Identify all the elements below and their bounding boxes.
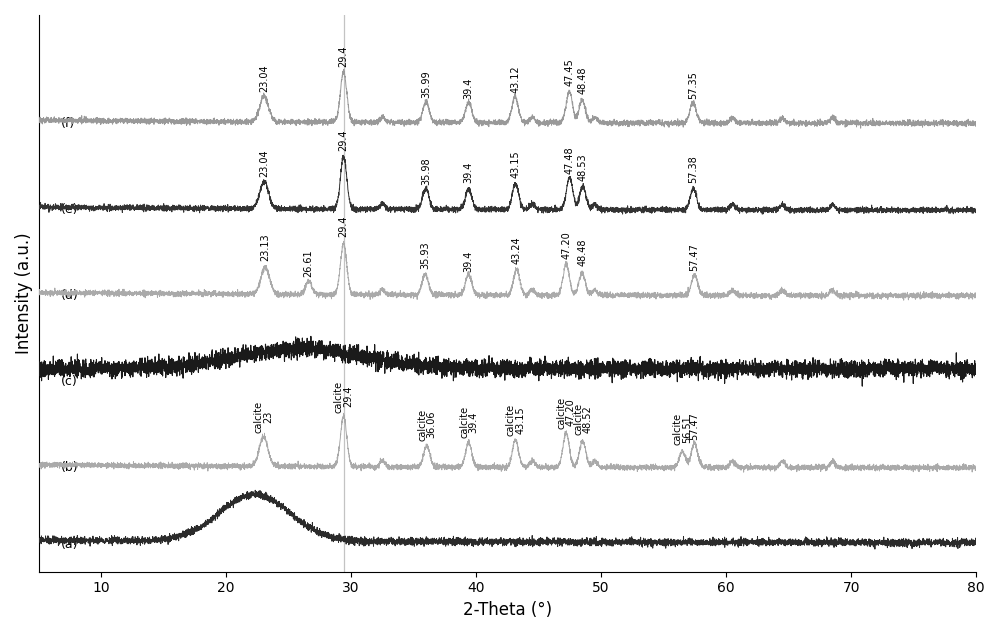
Text: 39.4: 39.4: [464, 250, 474, 271]
Text: 48.53: 48.53: [578, 154, 588, 181]
Text: calcite
39.4: calcite 39.4: [459, 406, 478, 438]
Text: (c): (c): [61, 375, 78, 388]
Text: 23.04: 23.04: [259, 65, 269, 93]
Text: 35.93: 35.93: [420, 242, 430, 269]
Text: 57.47: 57.47: [690, 412, 700, 440]
Text: 57.47: 57.47: [690, 243, 700, 271]
Text: calcite
48.52: calcite 48.52: [573, 403, 592, 435]
Text: calcite
43.15: calcite 43.15: [506, 404, 525, 436]
Text: 26.61: 26.61: [304, 249, 314, 276]
Text: 29.4: 29.4: [339, 216, 349, 236]
Text: 39.4: 39.4: [464, 78, 474, 99]
Text: 43.24: 43.24: [512, 237, 522, 264]
X-axis label: 2-Theta (°): 2-Theta (°): [463, 601, 552, 619]
Text: calcite
23: calcite 23: [254, 401, 273, 433]
Text: 39.4: 39.4: [464, 162, 474, 183]
Text: (b): (b): [61, 461, 79, 474]
Text: (e): (e): [61, 203, 79, 216]
Text: 48.48: 48.48: [577, 67, 587, 94]
Text: 23.04: 23.04: [259, 149, 269, 177]
Text: 29.4: 29.4: [339, 45, 349, 67]
Text: 48.48: 48.48: [577, 239, 587, 266]
Text: 47.45: 47.45: [564, 58, 574, 86]
Y-axis label: Intensity (a.u.): Intensity (a.u.): [15, 233, 33, 354]
Text: calcite
36.06: calcite 36.06: [417, 408, 436, 441]
Text: 43.12: 43.12: [510, 66, 520, 93]
Text: 57.38: 57.38: [688, 156, 698, 183]
Text: calcite
29.4: calcite 29.4: [334, 380, 353, 413]
Text: 57.35: 57.35: [688, 72, 698, 100]
Text: (d): (d): [61, 289, 79, 302]
Text: 23.13: 23.13: [260, 233, 270, 261]
Text: 47.20: 47.20: [561, 231, 571, 259]
Text: calcite
47.20: calcite 47.20: [557, 396, 576, 429]
Text: 29.4: 29.4: [339, 130, 349, 152]
Text: 35.98: 35.98: [421, 157, 431, 184]
Text: (a): (a): [61, 538, 79, 551]
Text: 43.15: 43.15: [510, 150, 520, 178]
Text: 47.48: 47.48: [565, 146, 575, 174]
Text: calcite
56.51: calcite 56.51: [673, 413, 692, 446]
Text: (f): (f): [61, 117, 75, 130]
Text: 35.99: 35.99: [421, 70, 431, 98]
